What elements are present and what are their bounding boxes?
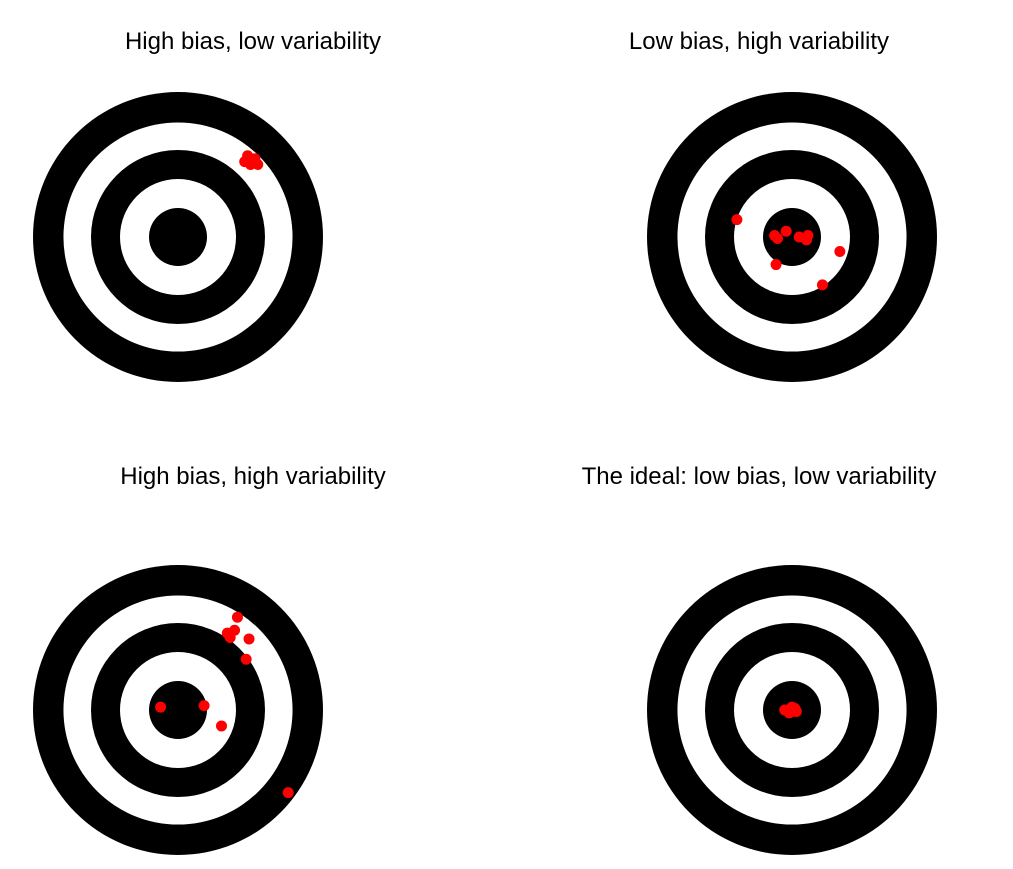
- shot-point: [240, 653, 252, 665]
- shot-point: [231, 611, 243, 623]
- panel-title: The ideal: low bias, low variability: [581, 463, 937, 490]
- panel-title: High bias, low variability: [124, 28, 382, 55]
- shot-point: [224, 632, 236, 643]
- shot-point: [246, 154, 258, 166]
- shot-point: [216, 720, 227, 732]
- shot-point: [802, 230, 814, 242]
- shot-point: [786, 705, 798, 717]
- target-bullseye: [763, 208, 821, 266]
- target-diagram: [647, 565, 937, 855]
- shot-point: [834, 246, 846, 257]
- panel-ideal-low-bias-low-variability: The ideal: low bias, low variability: [506, 435, 1012, 869]
- shot-point: [243, 633, 255, 645]
- panel-high-bias-low-variability: High bias, low variability: [0, 0, 506, 434]
- target-bullseye: [149, 681, 207, 739]
- panel-title: Low bias, high variability: [628, 28, 890, 55]
- shot-point: [731, 214, 743, 226]
- target-diagram: [647, 92, 937, 382]
- shot-point: [816, 279, 828, 291]
- panel-high-bias-high-variability: High bias, high variability: [0, 435, 506, 869]
- panel-low-bias-high-variability: Low bias, high variability: [506, 0, 1012, 434]
- shot-point: [780, 225, 792, 237]
- shot-point: [770, 259, 782, 271]
- panel-title: High bias, high variability: [120, 463, 386, 490]
- target-diagram: [33, 565, 323, 855]
- shot-point: [282, 787, 294, 799]
- shot-point: [769, 230, 781, 242]
- shot-point: [155, 701, 167, 713]
- shot-point: [198, 700, 210, 712]
- target-diagram: [33, 92, 323, 382]
- target-bullseye: [149, 208, 207, 266]
